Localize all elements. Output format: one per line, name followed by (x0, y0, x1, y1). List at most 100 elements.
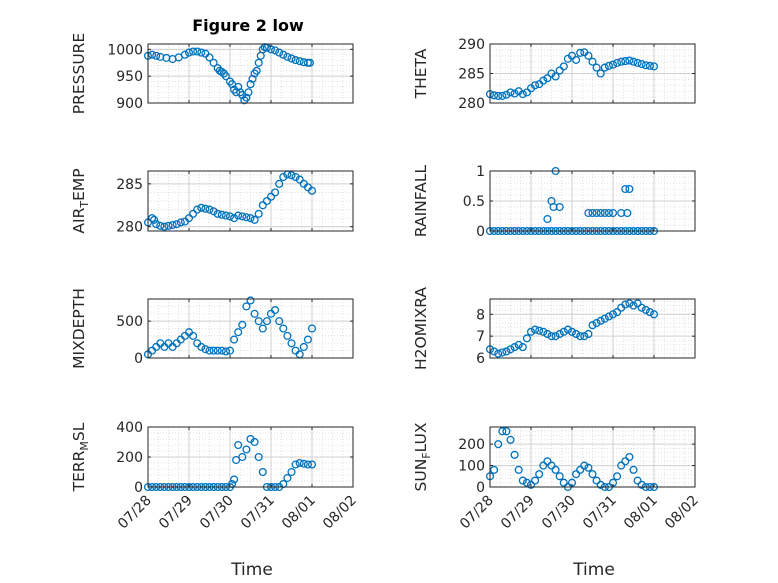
data-point (217, 210, 226, 219)
data-point (234, 328, 243, 337)
x-tick-label: 08/02 (662, 493, 702, 533)
data-point (148, 214, 157, 223)
y-tick-label: 0 (476, 480, 485, 496)
data-point (250, 309, 259, 318)
data-point (152, 51, 161, 60)
data-point (230, 475, 239, 484)
data-point (637, 60, 646, 69)
data-point (258, 201, 267, 210)
data-point (498, 348, 507, 357)
data-point (502, 427, 511, 436)
y-tick-label: 0 (476, 224, 485, 240)
data-point (189, 209, 198, 218)
data-point (649, 62, 659, 71)
y-tick-label: 0 (134, 351, 143, 367)
data-point (526, 327, 536, 336)
data-point (184, 48, 194, 57)
data-point (160, 222, 169, 231)
data-point (232, 455, 241, 465)
data-point (518, 343, 527, 352)
y-tick-label: 6 (476, 351, 485, 367)
data-point (283, 52, 292, 61)
data-point (258, 324, 267, 333)
data-point (250, 215, 259, 224)
data-point (279, 172, 288, 182)
data-point (506, 345, 515, 354)
data-point (189, 331, 198, 340)
data-point (629, 301, 638, 310)
data-point (164, 221, 173, 230)
data-point (576, 332, 585, 341)
data-point (621, 184, 630, 194)
data-point (254, 317, 263, 326)
data-point (238, 452, 247, 462)
data-point (506, 435, 515, 444)
data-point (176, 218, 185, 227)
data-point (148, 50, 157, 59)
data-point (291, 460, 300, 469)
data-point (502, 90, 511, 99)
data-point (246, 214, 255, 223)
y-tick-label: 400 (116, 420, 143, 436)
data-point (275, 48, 284, 57)
y-tick-label: 900 (116, 96, 143, 112)
x-tick-label: 08/01 (279, 493, 319, 533)
data-point (283, 331, 292, 340)
data-point (197, 203, 206, 212)
data-point (287, 339, 296, 348)
data-point (252, 66, 261, 75)
y-axis-label: RAINFALL (412, 164, 430, 237)
x-tick-label: 07/29 (156, 493, 196, 533)
data-point (621, 300, 630, 309)
figure-title: Figure 2 low (192, 16, 304, 35)
data-point (209, 346, 218, 355)
data-point (563, 325, 572, 334)
data-point (258, 45, 267, 54)
data-point (608, 310, 618, 319)
data-point (531, 81, 540, 90)
data-point (205, 53, 214, 62)
data-point (539, 327, 548, 336)
axes-box (489, 426, 696, 488)
data-point (201, 345, 210, 354)
data-point (625, 299, 634, 308)
data-point (197, 48, 206, 57)
data-point (295, 175, 304, 184)
y-tick-label: 8 (476, 307, 485, 323)
data-point (234, 82, 243, 91)
y-tick-label: 0 (134, 480, 143, 496)
y-tick-label: 280 (458, 96, 485, 112)
data-point (531, 325, 540, 334)
data-point (580, 332, 589, 341)
data-point (238, 212, 247, 221)
y-axis-label: AIRTEMP (70, 168, 91, 233)
data-point (246, 80, 255, 89)
data-point (547, 332, 556, 341)
data-point (604, 312, 613, 321)
data-point (238, 320, 247, 329)
data-point (275, 317, 284, 326)
data-point (209, 207, 218, 216)
data-point (168, 220, 177, 230)
data-point (150, 215, 159, 224)
subplot-air-temp: 280 285 AIRTEMP (70, 168, 354, 236)
data-point (242, 445, 251, 454)
data-point (584, 208, 593, 218)
data-point (205, 205, 214, 214)
y-axis-label: TERRMSL (70, 422, 91, 492)
data-point (506, 88, 515, 97)
data-point (584, 51, 593, 60)
data-point (494, 349, 503, 358)
x-axis-label-right: Time (572, 560, 615, 580)
data-point (193, 205, 202, 214)
data-point (262, 317, 271, 326)
subplot-theta: 280 285 290 THETA (412, 37, 696, 112)
data-point (576, 465, 585, 474)
y-tick-label: 950 (116, 69, 143, 85)
data-point (547, 461, 556, 470)
data-point (205, 346, 214, 355)
data-point (242, 302, 251, 311)
y-tick-label: 500 (116, 314, 143, 330)
data-point (305, 58, 315, 67)
